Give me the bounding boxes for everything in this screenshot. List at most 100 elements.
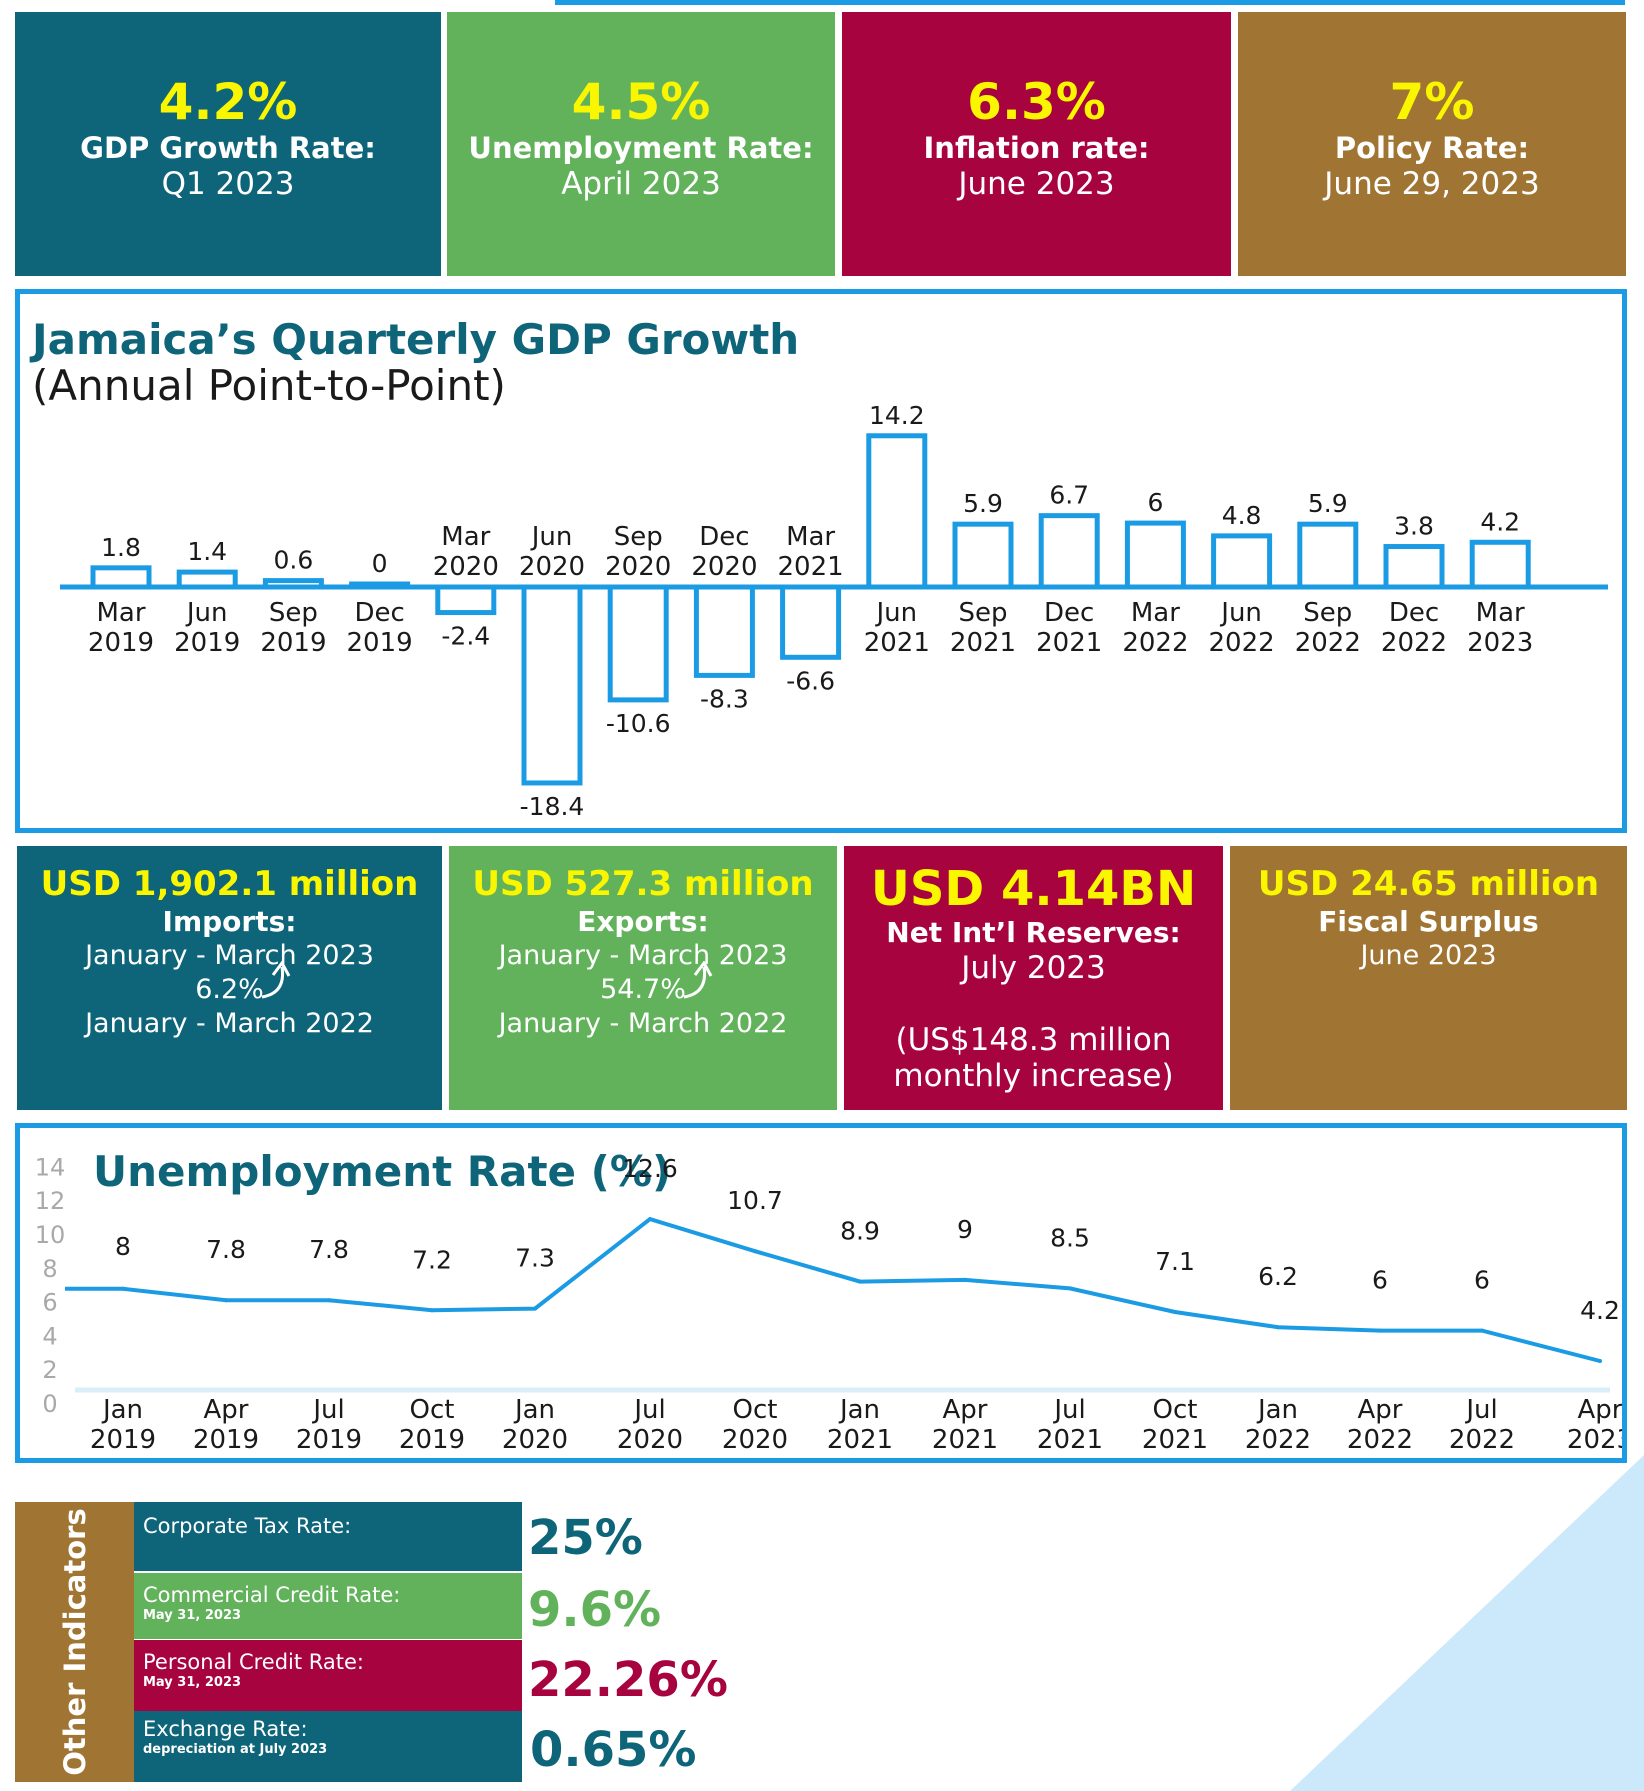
unemployment-y-tick: 0 [42, 1390, 57, 1418]
unemployment-value-label: 4.2 [1580, 1296, 1620, 1325]
reserves-label: Net Int’l Reserves: [886, 916, 1181, 949]
unemployment-point [1598, 1359, 1602, 1363]
unemployment-point [224, 1298, 228, 1303]
policy-rate-value: 7% [1389, 73, 1475, 131]
unemployment-point [1480, 1328, 1484, 1333]
gdp-category-label: 2020 [433, 552, 499, 582]
unemployment-value-label: 7.8 [206, 1235, 246, 1264]
gdp-category-label: Sep [614, 522, 663, 552]
gdp-category-label: Dec [699, 522, 749, 552]
unemployment-x-label: 2020 [617, 1425, 683, 1455]
indicator-row-commercial-credit: Commercial Credit Rate: May 31, 2023 [134, 1573, 522, 1639]
gdp-category-label: Mar [96, 598, 145, 628]
unemployment-label: Unemployment Rate: [468, 131, 814, 165]
unemployment-period: April 2023 [561, 166, 721, 202]
unemployment-x-label: Oct [733, 1395, 778, 1425]
gdp-value-label: 4.2 [1480, 507, 1520, 536]
unemployment-x-label: 2021 [932, 1425, 998, 1455]
gdp-growth-tile: 4.2% GDP Growth Rate: Q1 2023 [15, 12, 441, 276]
gdp-growth-value: 4.2% [158, 73, 298, 131]
unemployment-value-label: 6 [1474, 1266, 1490, 1295]
unemployment-x-label: Apr [943, 1395, 988, 1425]
gdp-value-label: -10.6 [606, 709, 671, 738]
reserves-note-line2: monthly increase) [893, 1058, 1174, 1094]
fiscal-surplus-value: USD 24.65 million [1257, 864, 1600, 904]
indicator-label: Personal Credit Rate: [143, 1650, 365, 1674]
gdp-bar [435, 584, 497, 616]
gdp-value-label: 6.7 [1049, 481, 1089, 510]
gdp-bar [176, 569, 238, 590]
unemployment-x-label: Jan [513, 1395, 555, 1425]
exports-change-value: 54.7% [600, 974, 686, 1005]
unemployment-point [648, 1217, 652, 1222]
indicator-value-personal-credit: 22.26% [528, 1652, 728, 1708]
unemployment-x-label: 2020 [722, 1425, 788, 1455]
inflation-value: 6.3% [967, 73, 1106, 131]
unemployment-point [963, 1277, 967, 1282]
unemployment-chart-panel: Unemployment Rate (%) 14 12 10 8 6 4 2 0 8 Jan 201… [15, 1123, 1627, 1463]
exports-period-current: January - March 2023 [498, 940, 788, 971]
gdp-category-label: 2020 [691, 552, 757, 582]
unemployment-y-tick: 12 [35, 1187, 66, 1215]
gdp-category-label: Dec [1389, 598, 1439, 628]
unemployment-x-label: Jan [101, 1395, 143, 1425]
fiscal-surplus-label: Fiscal Surplus [1318, 905, 1539, 938]
unemployment-point [1068, 1286, 1072, 1291]
gdp-value-label: 1.4 [187, 537, 227, 566]
indicator-label: Exchange Rate: [143, 1717, 308, 1741]
policy-rate-period: June 29, 2023 [1324, 166, 1540, 202]
other-indicators-heading: Other Indicators [58, 1508, 92, 1776]
unemployment-point [858, 1279, 862, 1284]
unemployment-value-label: 6.2 [1258, 1262, 1298, 1291]
unemployment-value-label: 10.7 [727, 1186, 783, 1215]
unemployment-x-label: 2023 [1567, 1425, 1622, 1455]
gdp-category-label: Sep [1303, 598, 1352, 628]
gdp-category-label: Jun [874, 598, 917, 628]
unemployment-line-chart: 141210864208Jan20197.8Apr20197.8Jul20197… [35, 1153, 1622, 1455]
unemployment-chart-title: Unemployment Rate (%) [93, 1147, 672, 1196]
gdp-bar [780, 584, 842, 660]
indicator-row-exchange-rate: Exchange Rate: depreciation at July 2023 [134, 1711, 522, 1782]
unemployment-point [121, 1286, 125, 1291]
gdp-growth-period: Q1 2023 [161, 166, 295, 202]
indicator-value-exchange-rate: 0.65% [530, 1722, 697, 1778]
unemployment-x-label: 2021 [1142, 1425, 1208, 1455]
gdp-bar [1383, 544, 1445, 590]
gdp-category-label: Mar [786, 522, 835, 552]
gdp-chart-subtitle: (Annual Point-to-Point) [32, 361, 506, 410]
unemployment-y-tick: 14 [35, 1153, 66, 1181]
exports-value: USD 527.3 million [472, 864, 814, 904]
gdp-value-label: 0.6 [274, 546, 314, 575]
gdp-bar [1211, 533, 1273, 590]
unemployment-x-label: 2019 [193, 1425, 259, 1455]
indicator-row-corporate-tax: Corporate Tax Rate: [134, 1502, 522, 1571]
imports-period-current: January - March 2023 [85, 940, 374, 971]
unemployment-point [1378, 1328, 1382, 1333]
indicator-note: depreciation at July 2023 [143, 1742, 328, 1757]
indicator-note: May 31, 2023 [143, 1675, 242, 1690]
unemployment-point [430, 1308, 434, 1313]
gdp-category-label: 2021 [950, 628, 1016, 658]
gdp-bar [1124, 520, 1186, 590]
gdp-value-label: -8.3 [700, 684, 749, 713]
unemployment-x-label: Apr [1578, 1395, 1622, 1425]
exports-change: 54.7% [449, 961, 837, 1007]
indicator-row-personal-credit: Personal Credit Rate: May 31, 2023 [134, 1640, 522, 1711]
unemployment-value-label: 8.5 [1050, 1223, 1090, 1252]
unemployment-x-label: 2021 [827, 1425, 893, 1455]
gdp-bar [952, 521, 1014, 590]
gdp-value-label: -18.4 [520, 792, 585, 821]
unemployment-value-label: 12.6 [622, 1154, 678, 1183]
gdp-bar [1038, 513, 1100, 590]
reserves-note-line1: (US$148.3 million [895, 1022, 1172, 1058]
inflation-period: June 2023 [958, 166, 1115, 202]
unemployment-tile: 4.5% Unemployment Rate: April 2023 [447, 12, 835, 276]
gdp-category-label: 2022 [1122, 628, 1188, 658]
gdp-value-label: 0 [372, 549, 388, 578]
inflation-label: Inflation rate: [923, 131, 1150, 165]
gdp-bar [866, 433, 928, 590]
unemployment-value-label: 7.8 [309, 1235, 349, 1264]
unemployment-x-label: Jan [838, 1395, 880, 1425]
policy-rate-label: Policy Rate: [1334, 131, 1530, 165]
unemployment-series-line [65, 1216, 1601, 1363]
